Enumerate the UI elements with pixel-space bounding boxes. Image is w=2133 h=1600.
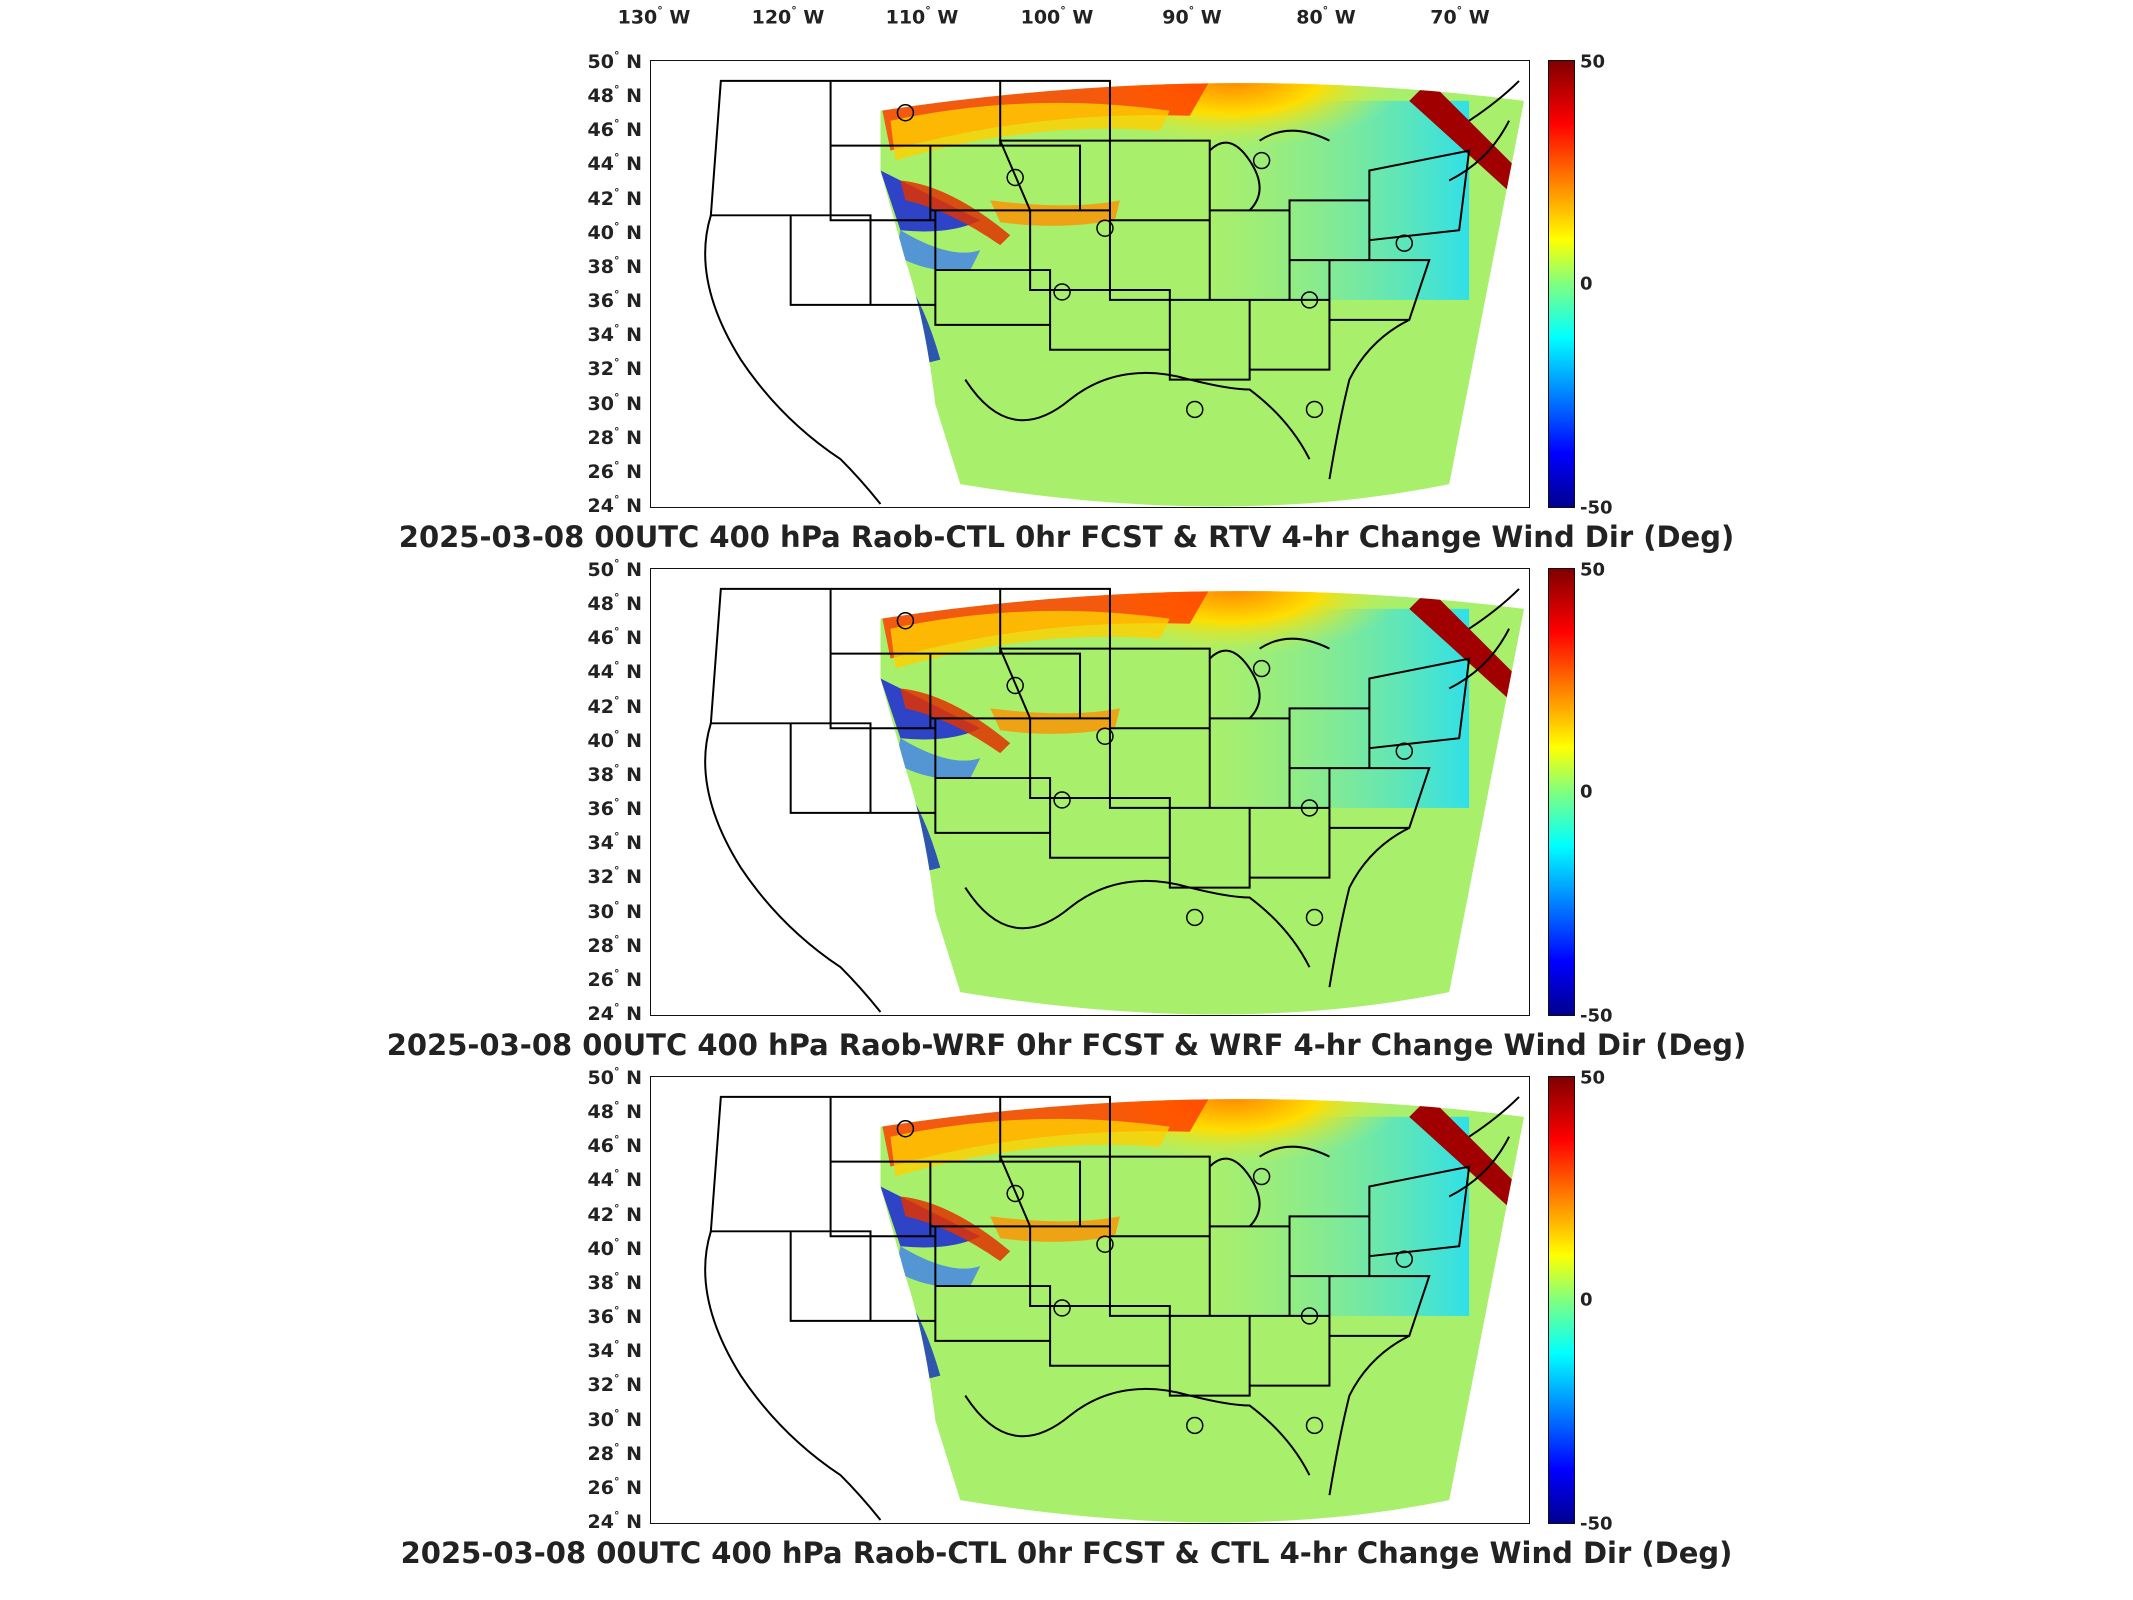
lat-label: 44° N [587,1167,642,1192]
lon-label: 120° W [751,4,825,29]
lon-label: 110° W [885,4,959,29]
colorbar [1548,568,1575,1016]
lat-label: 46° N [587,117,642,142]
panel-title: 2025-03-08 00UTC 400 hPa Raob-CTL 0hr FC… [400,1536,1733,1570]
wind-direction-map [650,568,1530,1016]
panel-title: 2025-03-08 00UTC 400 hPa Raob-CTL 0hr FC… [398,520,1735,554]
lat-label: 24° N [587,1000,642,1026]
wind-direction-map [650,1076,1530,1524]
map-canvas [704,1095,1525,1523]
map-canvas [704,79,1525,507]
raob-station-markers [896,104,1414,419]
lat-label: 28° N [587,424,642,449]
lat-label: 42° N [587,1201,642,1226]
raob-station-markers [896,612,1414,927]
colorbar [1548,1076,1575,1524]
map-panel-2: 50° N 48° N 46° N 44° N 42° N 40° N 38° N 36° N… [0,556,2133,1068]
lat-label: 38° N [587,1269,642,1295]
map-canvas [704,587,1525,1015]
lat-label: 30° N [587,1406,642,1431]
colorbar [1548,60,1575,508]
lat-label: 40° N [587,727,642,752]
colorbar-mid-label: 0 [1580,273,1593,295]
colorbar-max-label: 50 [1580,559,1606,581]
lat-label: 38° N [587,253,642,279]
lat-label: 36° N [587,795,642,821]
raob-station-markers [896,1120,1414,1435]
lat-label: 48° N [587,1098,642,1124]
state-boundaries [704,587,1520,1013]
colorbar-min-label: -50 [1580,1005,1613,1027]
lat-label: 24° N [587,492,642,518]
lat-label: 26° N [587,1474,642,1500]
lat-label: 44° N [587,659,642,684]
lat-label: 50° N [587,48,642,74]
lon-label: 70° W [1430,4,1490,29]
longitude-axis: 130° W 120° W 110° W 100° W 90° W 80° W … [0,0,2133,40]
shaded-field [880,83,1525,507]
lat-label: 38° N [587,761,642,787]
shaded-field [880,591,1525,1015]
panel-title: 2025-03-08 00UTC 400 hPa Raob-WRF 0hr FC… [386,1028,1747,1062]
colorbar-mid-label: 0 [1580,781,1593,803]
lon-label: 90° W [1162,4,1222,29]
lat-label: 24° N [587,1508,642,1534]
lat-label: 36° N [587,287,642,313]
lat-label: 36° N [587,1303,642,1329]
state-boundaries [704,79,1520,505]
wind-direction-map [650,60,1530,508]
lat-label: 50° N [587,1064,642,1090]
map-panel-1: 50° N 48° N 46° N 44° N 42° N 40° N 38° N 36° N… [0,48,2133,560]
lat-label: 50° N [587,556,642,582]
lat-label: 34° N [587,830,642,855]
lat-label: 32° N [587,356,642,381]
lat-label: 34° N [587,1338,642,1363]
lat-label: 30° N [587,390,642,415]
lat-label: 28° N [587,1440,642,1465]
lon-label: 100° W [1020,4,1094,29]
lat-label: 42° N [587,693,642,718]
map-panel-3: 50° N 48° N 46° N 44° N 42° N 40° N 38° N 36° N… [0,1064,2133,1576]
colorbar-min-label: -50 [1580,497,1613,519]
lat-label: 30° N [587,898,642,923]
lat-label: 26° N [587,966,642,992]
lat-label: 46° N [587,625,642,650]
lat-label: 28° N [587,932,642,957]
lon-label: 80° W [1296,4,1356,29]
lat-label: 44° N [587,151,642,176]
colorbar-max-label: 50 [1580,51,1606,73]
colorbar-max-label: 50 [1580,1067,1606,1089]
lat-label: 46° N [587,1133,642,1158]
lat-label: 32° N [587,1372,642,1397]
shaded-field [880,1099,1525,1523]
lat-label: 40° N [587,1235,642,1260]
lat-label: 42° N [587,185,642,210]
lat-label: 40° N [587,219,642,244]
lat-label: 48° N [587,590,642,616]
colorbar-min-label: -50 [1580,1513,1613,1535]
lat-label: 26° N [587,458,642,484]
lat-label: 32° N [587,864,642,889]
state-boundaries [704,1095,1520,1521]
lat-label: 48° N [587,82,642,108]
lon-label: 130° W [617,4,691,29]
colorbar-mid-label: 0 [1580,1289,1593,1311]
lat-label: 34° N [587,322,642,347]
